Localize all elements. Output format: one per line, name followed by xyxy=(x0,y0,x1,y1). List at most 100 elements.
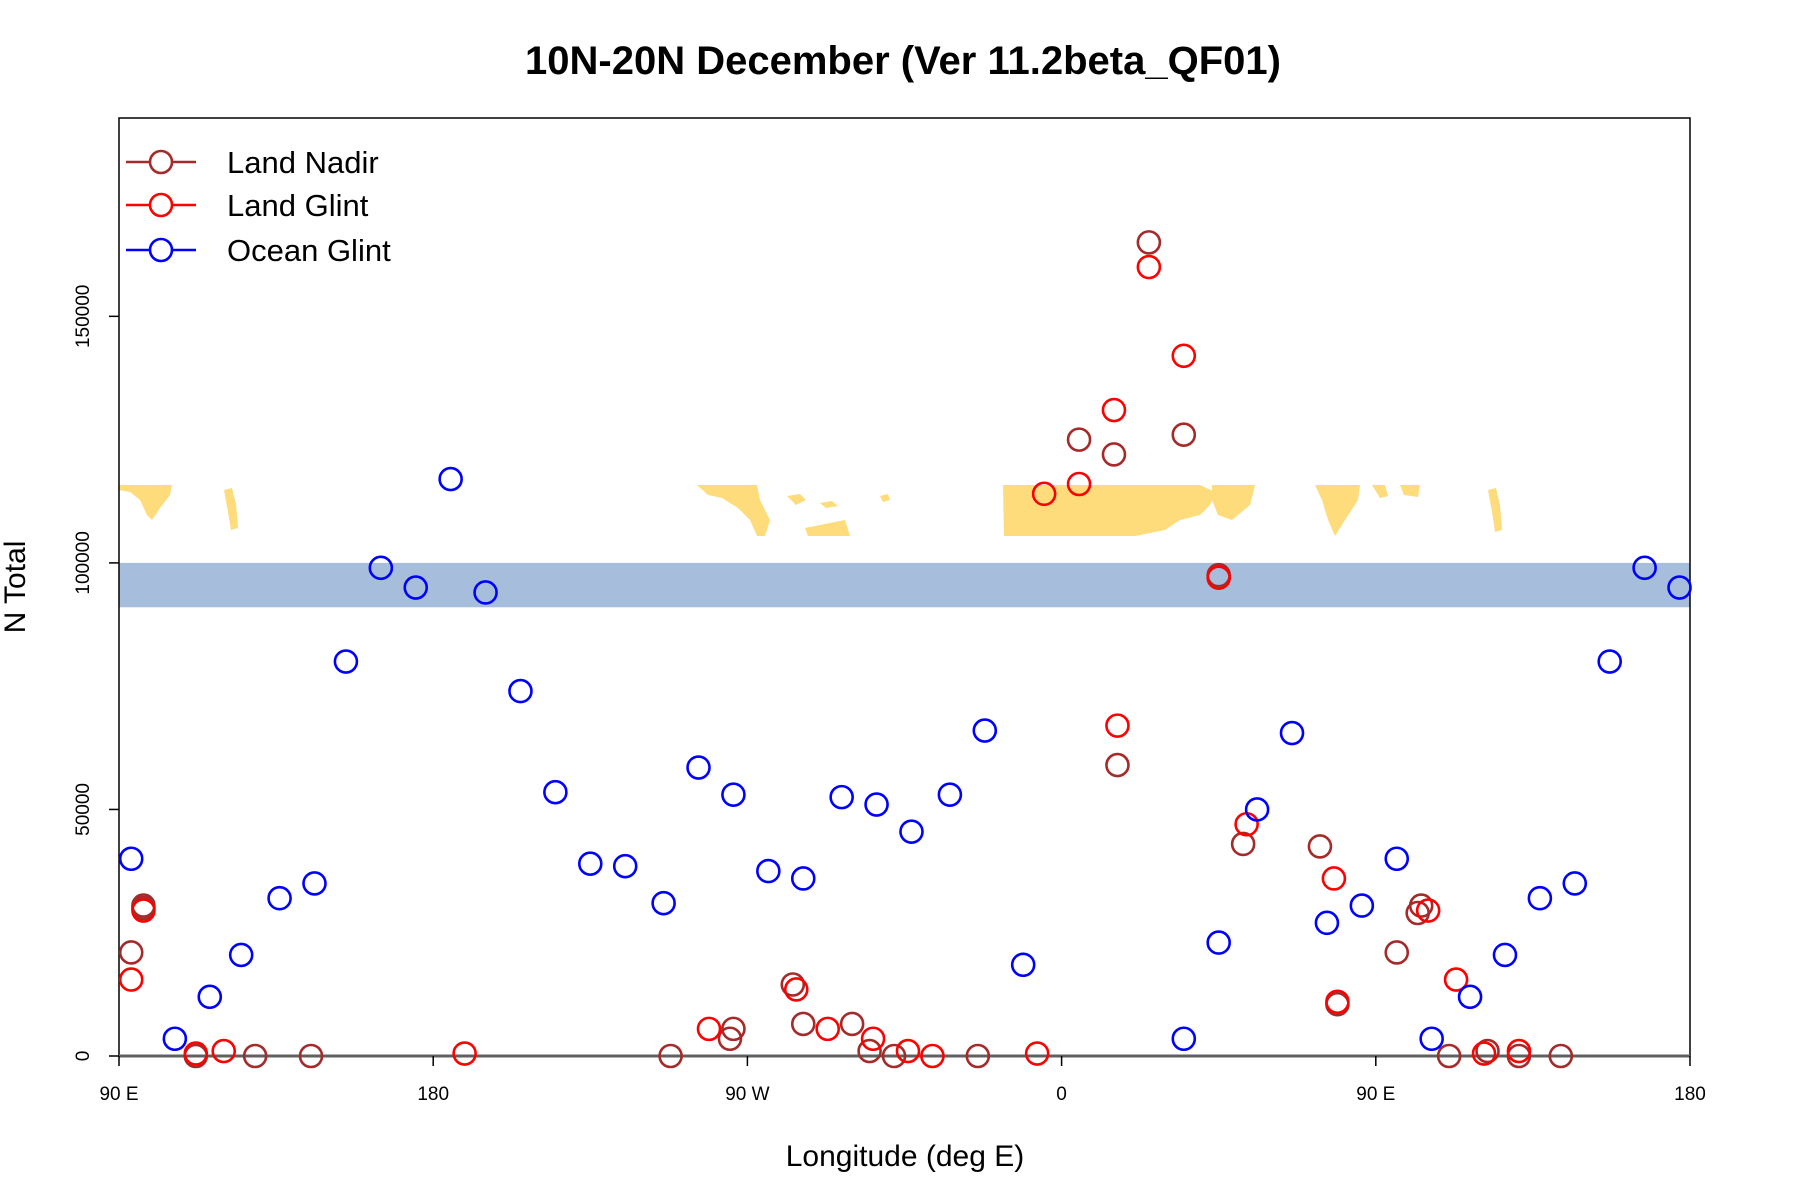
data-point xyxy=(612,853,638,879)
series-land-nadir xyxy=(118,230,1574,1069)
data-point xyxy=(1230,831,1256,857)
data-point xyxy=(780,972,806,997)
y-tick-label: 100000 xyxy=(73,531,94,594)
y-axis-label: N Total xyxy=(0,541,32,634)
data-point xyxy=(1349,893,1375,918)
data-point xyxy=(1136,254,1162,280)
data-point xyxy=(1492,942,1518,968)
data-point xyxy=(1405,900,1430,926)
data-point xyxy=(197,984,223,1010)
data-point xyxy=(577,851,603,876)
x-axis: 90 E 180 90 W 0 90 E 180 xyxy=(99,1056,1706,1105)
data-point xyxy=(881,1043,907,1069)
land-malay-west xyxy=(224,488,238,530)
land-caribbean-2 xyxy=(820,501,838,508)
data-point xyxy=(1436,1043,1462,1069)
data-point xyxy=(651,890,676,916)
data-point xyxy=(1105,752,1130,778)
data-point xyxy=(1321,866,1347,891)
data-point xyxy=(543,779,568,805)
data-point xyxy=(228,942,254,968)
data-point xyxy=(790,866,816,891)
data-point xyxy=(1024,1041,1050,1066)
data-point xyxy=(333,649,359,674)
data-point xyxy=(1206,930,1231,955)
data-point xyxy=(1244,797,1270,822)
data-point xyxy=(1457,984,1483,1010)
series-ocean-glint xyxy=(118,466,1692,1052)
data-point xyxy=(1171,343,1197,369)
data-point xyxy=(920,1043,945,1069)
data-point xyxy=(162,1026,188,1052)
data-point xyxy=(1443,967,1469,992)
data-point xyxy=(721,1016,746,1042)
land-arabia xyxy=(1212,485,1255,520)
world-map-band xyxy=(119,485,1690,608)
y-tick-label: 50000 xyxy=(73,783,94,836)
data-point xyxy=(298,1043,324,1069)
data-point xyxy=(1475,1038,1500,1064)
y-axis: 0 50000 100000 150000 xyxy=(73,285,119,1062)
legend-marker xyxy=(148,237,174,263)
data-points xyxy=(118,230,1692,1069)
data-point xyxy=(1136,230,1162,255)
data-point xyxy=(857,1038,882,1064)
data-point xyxy=(972,718,998,743)
data-point xyxy=(1101,397,1127,423)
data-point xyxy=(1101,442,1127,467)
legend-label-land-nadir: Land Nadir xyxy=(227,145,379,180)
legend-label-ocean-glint: Ocean Glint xyxy=(227,233,391,268)
series-land-glint xyxy=(118,254,1532,1069)
data-point xyxy=(508,678,533,704)
y-tick-label: 0 xyxy=(73,1051,94,1062)
data-point xyxy=(686,755,711,780)
land-central-america xyxy=(697,485,770,536)
data-point xyxy=(131,898,156,923)
legend: Land Nadir Land Glint Ocean Glint xyxy=(126,145,391,268)
chart-title: 10N-20N December (Ver 11.2beta_QF01) xyxy=(525,39,1281,83)
legend-item-land-nadir: Land Nadir xyxy=(126,145,379,180)
data-point xyxy=(1562,871,1588,896)
data-point xyxy=(839,1011,865,1037)
data-point xyxy=(267,885,292,911)
data-point xyxy=(452,1041,477,1066)
data-point xyxy=(1105,713,1130,738)
data-point xyxy=(1632,555,1657,581)
land-africa xyxy=(1003,485,1215,536)
x-tick-label: 0 xyxy=(1056,1084,1067,1105)
data-point xyxy=(1384,846,1410,872)
data-point xyxy=(438,466,463,492)
data-point xyxy=(1325,989,1350,1015)
data-point xyxy=(1667,575,1692,600)
data-point xyxy=(242,1043,268,1069)
data-point xyxy=(1171,1026,1197,1052)
x-axis-label: Longitude (deg E) xyxy=(786,1140,1025,1173)
data-point xyxy=(1548,1043,1574,1069)
data-point xyxy=(1384,940,1410,965)
data-point xyxy=(1419,1026,1444,1052)
land-india xyxy=(1315,485,1360,536)
data-point xyxy=(473,580,498,605)
data-point xyxy=(696,1016,722,1042)
data-point xyxy=(1206,565,1231,590)
data-point xyxy=(790,1011,816,1037)
x-tick-label: 90 E xyxy=(1356,1084,1395,1105)
data-point xyxy=(1031,481,1057,507)
data-point xyxy=(829,784,854,810)
legend-marker xyxy=(148,149,174,175)
data-point xyxy=(1307,834,1333,859)
land-south-asia-west xyxy=(119,485,172,520)
legend-item-land-glint: Land Glint xyxy=(126,188,369,223)
map-ocean xyxy=(119,562,1690,608)
data-point xyxy=(1066,471,1092,497)
legend-label-land-glint: Land Glint xyxy=(227,188,369,223)
data-point xyxy=(1010,952,1036,978)
x-tick-label: 180 xyxy=(417,1084,449,1105)
data-point xyxy=(895,1038,921,1064)
land-se-asia-1 xyxy=(1372,485,1388,498)
data-point xyxy=(118,846,144,872)
data-point xyxy=(756,858,781,884)
y-tick-label: 150000 xyxy=(73,285,94,348)
land-caribbean-3 xyxy=(880,494,890,502)
